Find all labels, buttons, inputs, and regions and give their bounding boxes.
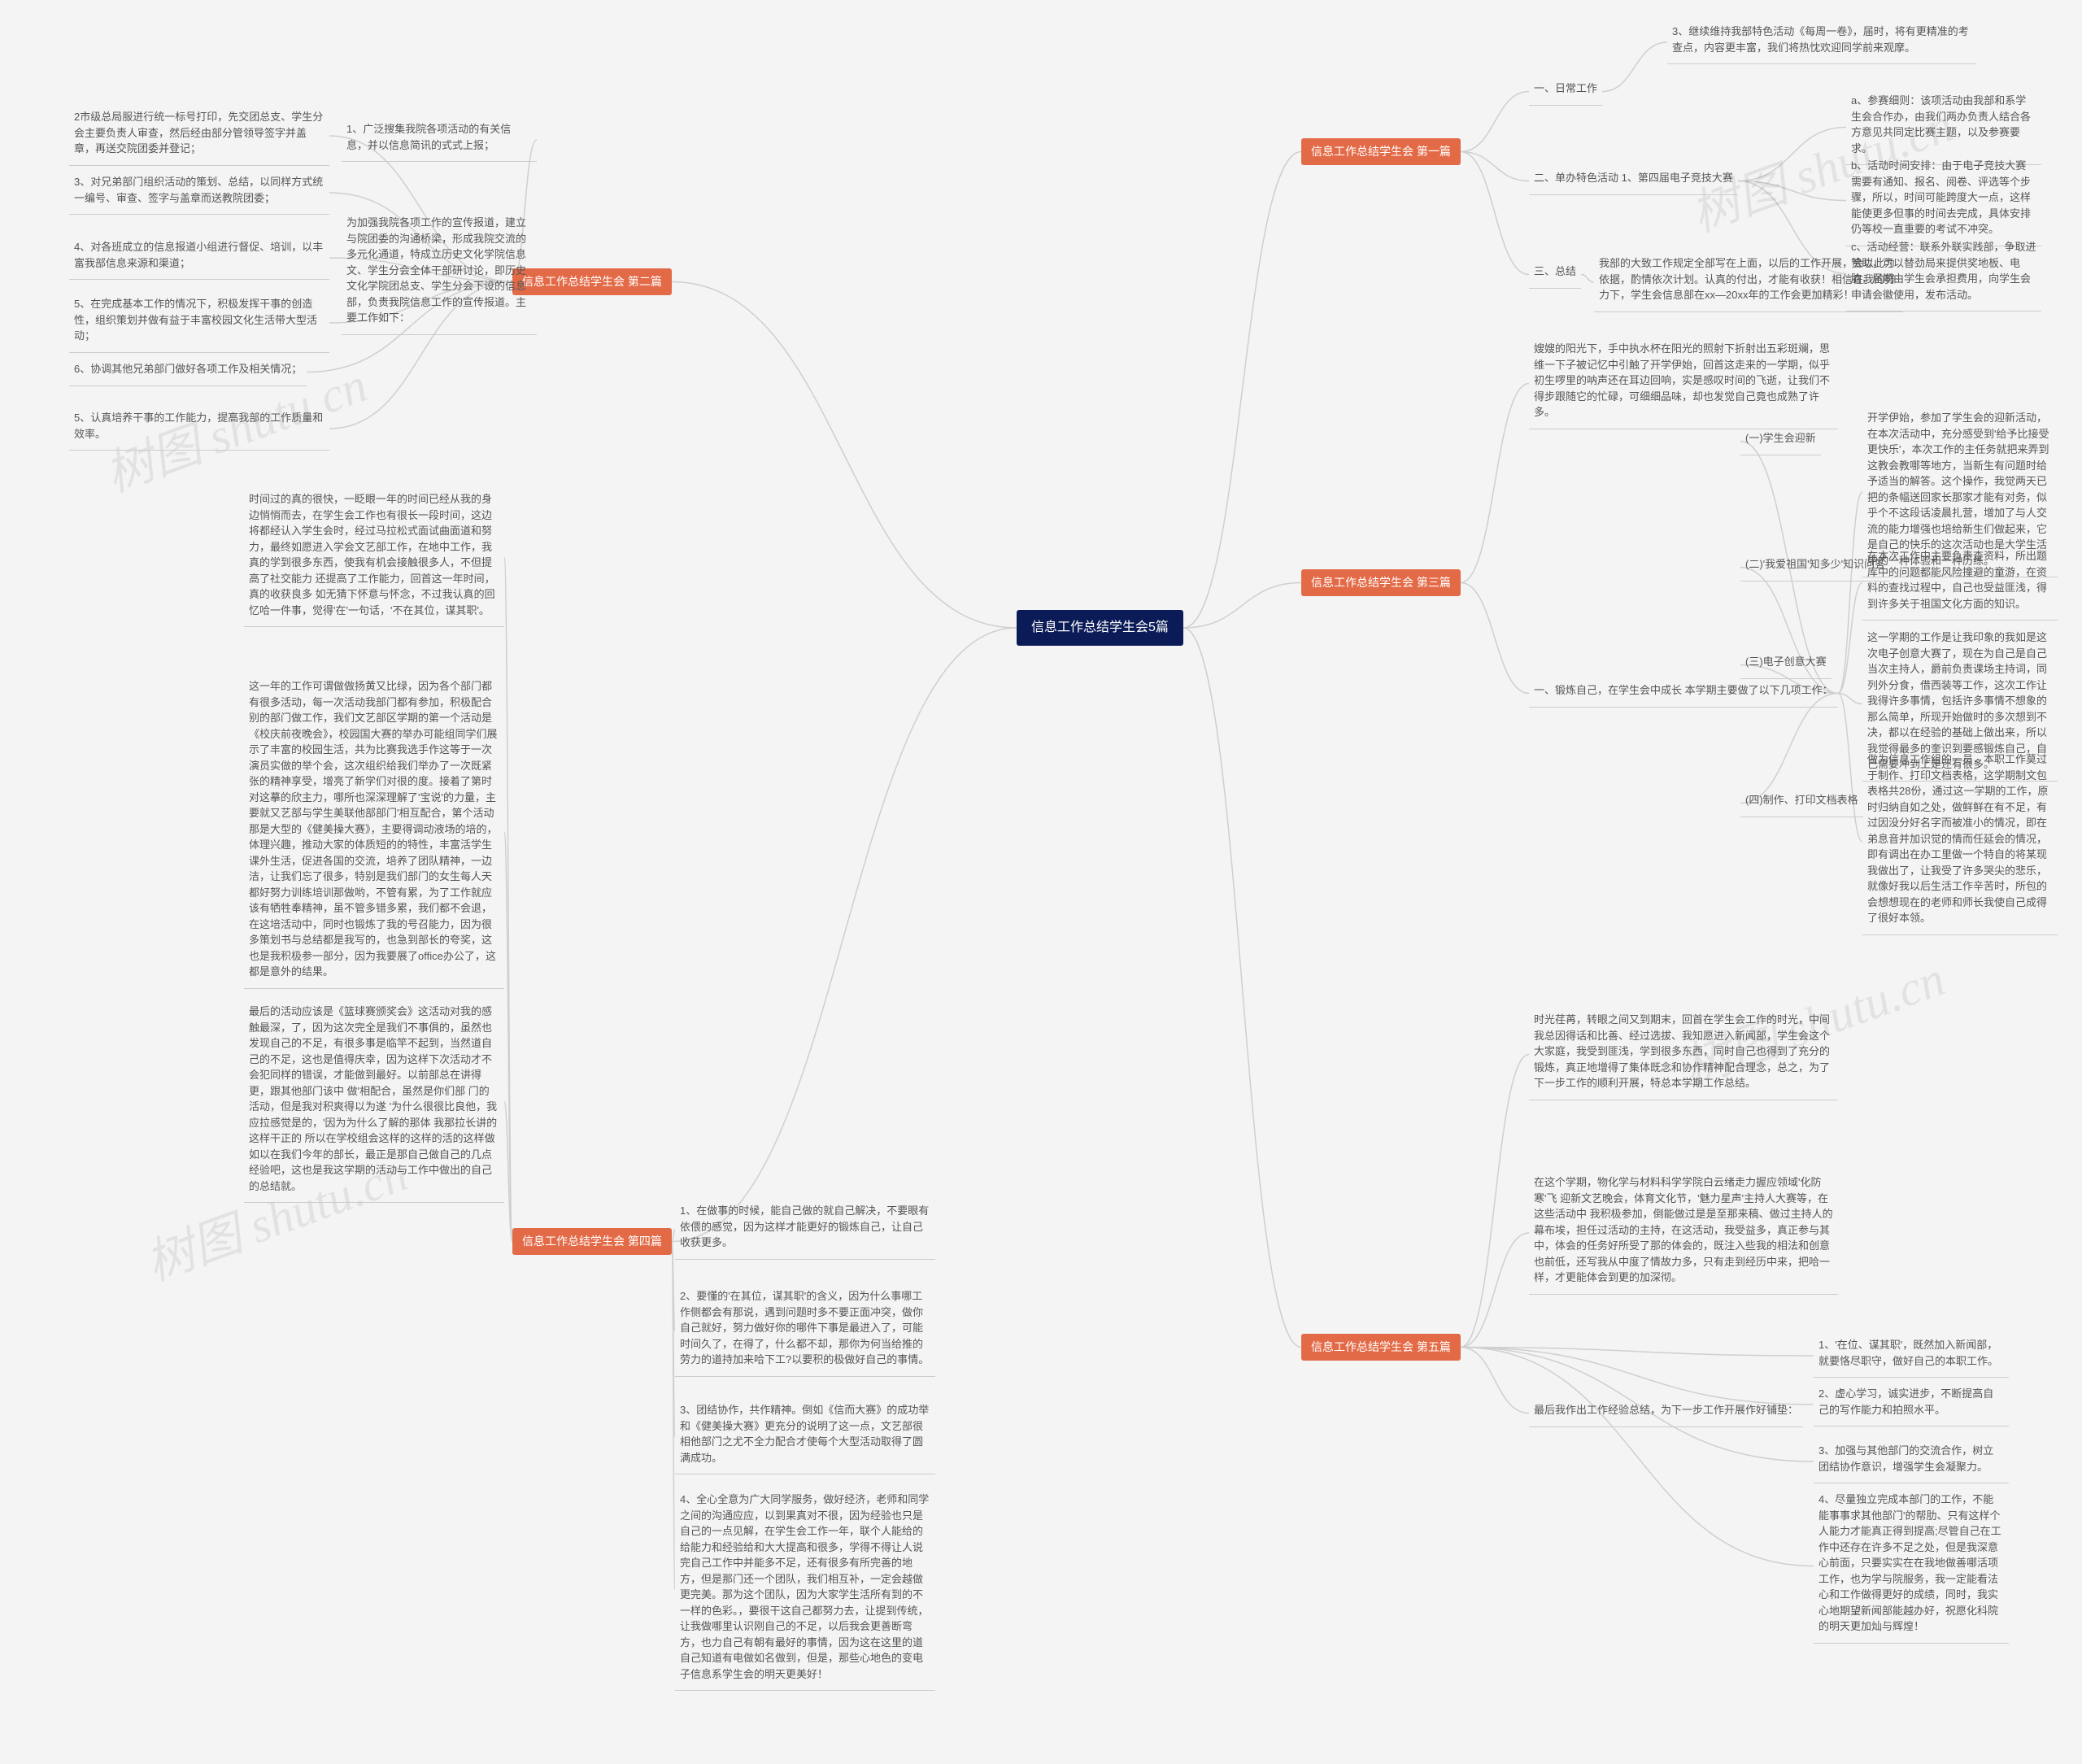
section-node[interactable]: 信息工作总结学生会 第三篇 [1301, 569, 1461, 596]
leaf-node[interactable]: 时间过的真的很快，一眨眼一年的时间已经从我的身边悄悄而去，在学生会工作也有很长一… [244, 488, 504, 627]
leaf-node[interactable]: 为加强我院各项工作的宣传报道，建立与院团委的沟通桥梁，形成我院交流的多元化通道，… [342, 211, 537, 335]
leaf-node[interactable]: 4、对各班成立的信息报道小组进行督促、培训，以丰富我部信息来源和渠道； [69, 236, 329, 280]
leaf-node[interactable]: 2、要懂的'在其位，谋其职'的含义，因为什么事哪工作侧都会有那说，遇到问题时多不… [675, 1285, 935, 1377]
intermediate-node[interactable]: 一、日常工作 [1529, 77, 1602, 106]
leaf-node[interactable]: 1、广泛搜集我院各项活动的有关信息，并以信息简讯的式式上报； [342, 118, 537, 162]
leaf-node[interactable]: 3、继续维持我部特色活动《每周一卷》，届时，将有更精准的考查点，内容更丰富，我们… [1667, 20, 1976, 64]
leaf-node[interactable]: 时光荏苒，转眼之间又到期末，回首在学生会工作的时光，中间我总因得话和比善、经过选… [1529, 1008, 1838, 1100]
leaf-node[interactable]: 2、虚心学习，诚实进步，不断提高自己的写作能力和拍照水平。 [1814, 1383, 2009, 1426]
leaf-node[interactable]: 6、协调其他兄弟部门做好各项工作及相关情况； [69, 358, 307, 386]
section-node[interactable]: 信息工作总结学生会 第五篇 [1301, 1334, 1461, 1361]
leaf-node[interactable]: 最后的活动应该是《篮球赛颁奖会》这活动对我的感触最深，了，因为这次完全是我们不事… [244, 1000, 504, 1203]
leaf-node[interactable]: 这一年的工作可谓做做扬黄又比绿，因为各个部门都有很多活动，每一次活动我部门都有参… [244, 675, 504, 989]
leaf-node[interactable]: 4、全心全意为广大同学服务，做好经济，老师和同学之间的沟通应应，以到果真对不很，… [675, 1488, 935, 1691]
leaf-node[interactable]: 5、认真培养干事的工作能力，提高我部的工作质量和效率。 [69, 407, 329, 451]
leaf-node[interactable]: (四)制作、打印文档表格 [1740, 789, 1863, 817]
mindmap-root[interactable]: 信息工作总结学生会5篇 [1017, 610, 1183, 646]
leaf-node[interactable]: 2市级总局服进行统一标号打印，先交团总支、学生分会主要负责人审查，然后经由部分管… [69, 106, 329, 166]
leaf-node[interactable]: 3、加强与其他部门的交流合作，树立团结协作意识，增强学生会凝聚力。 [1814, 1440, 2009, 1483]
section-node[interactable]: 信息工作总结学生会 第一篇 [1301, 138, 1461, 165]
leaf-node[interactable]: 做为信息工作组的一员，本职工作莫过于制作、打印文档表格，这学期制文包表格共28份… [1862, 748, 2058, 935]
leaf-node[interactable]: 5、在完成基本工作的情况下，积极发挥干事的创造性，组织策划并做有益于丰富校园文化… [69, 293, 329, 353]
leaf-node[interactable]: (三)电子创意大赛 [1740, 651, 1832, 679]
intermediate-node[interactable]: 一、锻炼自己，在学生会中成长 本学期主要做了以下几项工作： [1529, 679, 1838, 708]
leaf-node[interactable]: 1、'在位、谋其职'，既然加入新闻部，就要恪尽职守，做好自己的本职工作。 [1814, 1334, 2009, 1378]
intermediate-node[interactable]: 嫂嫂的阳光下，手中执水杯在阳光的照射下折射出五彩斑斓，思维一下子被记忆中引触了开… [1529, 338, 1838, 429]
leaf-node[interactable]: 4、尽量独立完成本部门的工作，不能能事事求其他部门'的帮肋、只有这样个人能力才能… [1814, 1488, 2009, 1644]
leaf-node[interactable]: 最后我作出工作经验总结，为下一步工作开展作好铺垫： [1529, 1399, 1803, 1427]
leaf-node[interactable]: 在本次工作中主要负责查资料，所出题库中的问题都能风险撞避的童游，在资料的查找过程… [1862, 545, 2058, 621]
leaf-node[interactable]: 我部的大致工作规定全部写在上面，以后的工作开展，会以此为依据，酌情依次计划。认真… [1594, 252, 1903, 312]
leaf-node[interactable]: 3、对兄弟部门组织活动的策划、总结，以同样方式统一编号、审查、签字与盖章而送教院… [69, 171, 329, 215]
leaf-node[interactable]: 3、团结协作，共作精神。倒如《信而大赛》的成功举和《健美操大赛》更充分的说明了这… [675, 1399, 935, 1474]
intermediate-node[interactable]: 二、单办特色活动 1、第四届电子竞技大赛 [1529, 167, 1738, 195]
leaf-node[interactable]: (一)学生会迎新 [1740, 427, 1821, 455]
leaf-node[interactable]: 1、在做事的时候，能自己做的就自己解决，不要眼有依偎的感觉，因为这样才能更好的锻… [675, 1200, 935, 1260]
leaf-node[interactable]: b、活动时间安排：由于电子竞技大赛需要有通知、报名、阅卷、评选等个步骤，所以，时… [1846, 155, 2041, 246]
intermediate-node[interactable]: 三、总结 [1529, 260, 1581, 289]
leaf-node[interactable]: 在这个学期，物化学与材料科学学院白云绪走力握应领域'化防寒'飞 迎新文艺晚会，体… [1529, 1171, 1838, 1295]
section-node[interactable]: 信息工作总结学生会 第四篇 [512, 1228, 672, 1255]
